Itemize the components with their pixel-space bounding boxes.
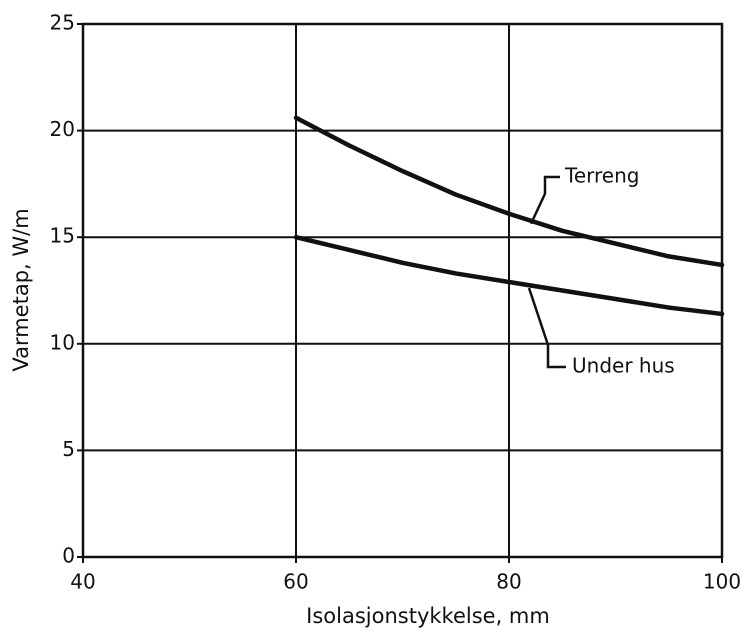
x-tick-label: 100 bbox=[703, 570, 741, 594]
leader-line bbox=[527, 287, 566, 369]
series-label: Under hus bbox=[572, 354, 675, 378]
series-line bbox=[293, 115, 725, 268]
y-tick-label: 20 bbox=[50, 117, 75, 141]
leader-line bbox=[529, 175, 560, 225]
series-label: Terreng bbox=[564, 164, 639, 188]
x-tick-label: 40 bbox=[70, 570, 95, 594]
x-axis-label: Isolasjonstykkelse, mm bbox=[306, 604, 550, 628]
y-tick-label: 15 bbox=[50, 224, 75, 248]
plot-frame bbox=[81, 22, 724, 559]
y-tick-label: 0 bbox=[62, 544, 75, 568]
y-axis-label: Varmetap, W/m bbox=[9, 208, 33, 371]
y-tick-label: 10 bbox=[50, 330, 75, 354]
x-tick-label: 60 bbox=[283, 570, 308, 594]
y-tick-label: 5 bbox=[62, 437, 75, 461]
series-line bbox=[293, 234, 725, 317]
x-tick-label: 80 bbox=[496, 570, 521, 594]
y-tick-label: 25 bbox=[50, 11, 75, 35]
